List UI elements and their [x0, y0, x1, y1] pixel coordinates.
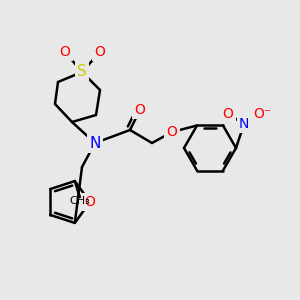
Text: O: O [60, 45, 70, 59]
Text: N: N [89, 136, 101, 151]
Text: S: S [77, 64, 87, 80]
Text: O⁻: O⁻ [253, 107, 271, 121]
Text: O: O [85, 195, 95, 209]
Text: O: O [223, 107, 233, 121]
Text: N: N [239, 117, 249, 131]
Text: O: O [135, 103, 146, 117]
Text: CH₃: CH₃ [69, 196, 90, 206]
Text: +: + [250, 110, 258, 120]
Text: O: O [167, 125, 177, 139]
Text: O: O [94, 45, 105, 59]
